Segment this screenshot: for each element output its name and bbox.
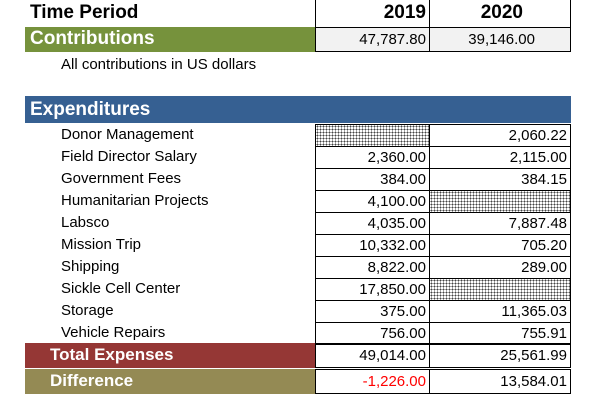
- expenditure-2019-cell[interactable]: 4,035.00: [315, 212, 430, 235]
- difference-label: Difference: [50, 371, 134, 390]
- expenditures-label: Expenditures: [30, 99, 151, 120]
- expenditure-2019-cell[interactable]: 375.00: [315, 300, 430, 323]
- header-divider-mid: [429, 0, 430, 27]
- expenditure-label: Mission Trip: [61, 236, 142, 253]
- contributions-label: Contributions: [30, 28, 155, 49]
- expenditure-2020-cell[interactable]: 384.15: [429, 168, 571, 191]
- expenditure-2019-cell[interactable]: [315, 124, 430, 147]
- year-2020-header: 2020: [480, 2, 523, 23]
- contributions-band: Contributions: [25, 27, 316, 52]
- expenditure-label: Storage: [61, 302, 114, 319]
- expenditure-2020-cell[interactable]: [429, 278, 571, 301]
- expenditure-2019-cell[interactable]: 17,850.00: [315, 278, 430, 301]
- difference-band: Difference: [25, 369, 316, 394]
- expenditure-2020-cell[interactable]: 2,060.22: [429, 124, 571, 147]
- expenditure-2020-cell[interactable]: 755.91: [429, 322, 571, 345]
- expenditure-label: Donor Management: [61, 126, 194, 143]
- expenditure-label: Field Director Salary: [61, 148, 197, 165]
- expenditure-2019-cell[interactable]: 384.00: [315, 168, 430, 191]
- total-expenses-band: Total Expenses: [25, 343, 316, 368]
- expenditure-2020-cell[interactable]: 11,365.03: [429, 300, 571, 323]
- total-expenses-label: Total Expenses: [50, 345, 174, 364]
- expenditure-2019-cell[interactable]: 756.00: [315, 322, 430, 345]
- difference-2020-cell[interactable]: 13,584.01: [429, 369, 571, 394]
- contributions-note: All contributions in US dollars: [61, 56, 257, 73]
- expenditure-label: Government Fees: [61, 170, 182, 187]
- header-divider-right: [570, 0, 571, 27]
- expenditure-label: Shipping: [61, 258, 120, 275]
- expenditure-label: Vehicle Repairs: [61, 324, 166, 341]
- time-period-header: Time Period: [30, 2, 139, 23]
- contributions-2020-cell[interactable]: 39,146.00: [429, 27, 571, 52]
- expenditure-label: Sickle Cell Center: [61, 280, 181, 297]
- difference-2019-cell[interactable]: -1,226.00: [315, 369, 430, 394]
- year-2019-header: 2019: [383, 2, 426, 23]
- expenditures-band: Expenditures: [25, 96, 571, 123]
- expenditure-2019-cell[interactable]: 10,332.00: [315, 234, 430, 257]
- header-divider-left: [315, 0, 316, 27]
- expenditure-2019-cell[interactable]: 2,360.00: [315, 146, 430, 169]
- expenditure-2019-cell[interactable]: 8,822.00: [315, 256, 430, 279]
- expenditure-label: Labsco: [61, 214, 110, 231]
- expenditure-2020-cell[interactable]: 2,115.00: [429, 146, 571, 169]
- expenditure-2020-cell[interactable]: [429, 190, 571, 213]
- expenditure-2020-cell[interactable]: 7,887.48: [429, 212, 571, 235]
- expenditure-label: Humanitarian Projects: [61, 192, 209, 209]
- expenditure-2020-cell[interactable]: 705.20: [429, 234, 571, 257]
- contributions-2019-cell[interactable]: 47,787.80: [315, 27, 430, 52]
- total-expenses-2019-cell[interactable]: 49,014.00: [315, 343, 430, 368]
- total-expenses-2020-cell[interactable]: 25,561.99: [429, 343, 571, 368]
- expenditure-2020-cell[interactable]: 289.00: [429, 256, 571, 279]
- expenditure-2019-cell[interactable]: 4,100.00: [315, 190, 430, 213]
